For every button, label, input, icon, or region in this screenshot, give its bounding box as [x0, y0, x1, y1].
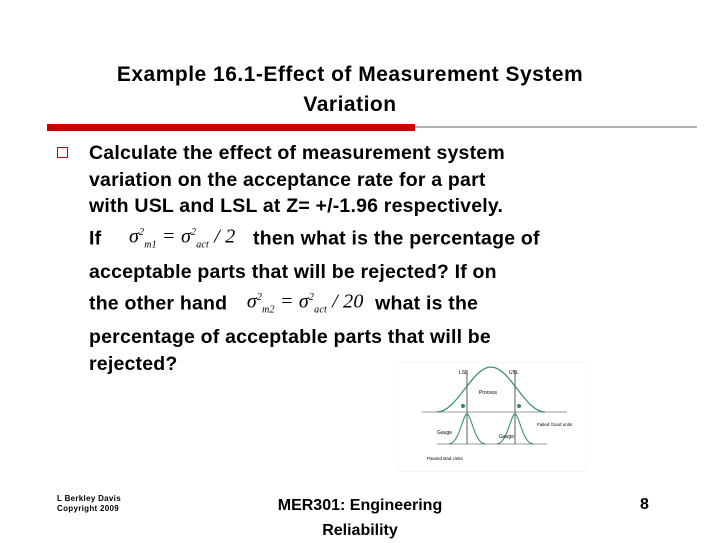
title-underline-gray: [415, 126, 697, 128]
footer-copyright: Copyright 2009: [57, 504, 119, 513]
footer-course: MER301: Engineering Reliability: [250, 493, 470, 543]
equation-2: σ2m2 = σ2act / 20: [246, 290, 364, 316]
body-line-3: with USL and LSL at Z= +/-1.96 respectiv…: [89, 195, 504, 217]
gauge-curve-right: [496, 413, 534, 445]
bullet-text: Calculate the effect of measurement syst…: [89, 140, 689, 377]
eq1-divisor: / 2: [214, 225, 236, 248]
eq2-lhs-sub: m2: [262, 304, 275, 316]
figure-lsl-label: LSL: [459, 370, 468, 376]
figure-gauge-right-label: Gauge: [499, 434, 514, 440]
footer-author: L Berkley Davis: [57, 494, 121, 503]
bullet-square-icon: [57, 147, 68, 158]
title-line-2: Variation: [303, 93, 397, 116]
body-line-5: acceptable parts that will be rejected? …: [89, 260, 497, 283]
title-underline-red: [47, 124, 415, 131]
figure-failed-good-label: Failed Good units: [537, 422, 573, 427]
body-line-6-end: what is the: [375, 292, 479, 315]
footer-author-block: L Berkley Davis Copyright 2009: [57, 494, 121, 514]
body-line-6-start: the other hand: [89, 292, 228, 315]
page-number: 8: [640, 496, 649, 513]
eq1-lhs-sub: m1: [144, 239, 157, 251]
title-line-1: Example 16.1-Effect of Measurement Syste…: [116, 63, 584, 86]
eq2-divisor: / 20: [332, 290, 364, 313]
process-curve: [436, 366, 546, 413]
eq2-rhs-sub: act: [314, 304, 327, 316]
footer-course-line-2: Reliability: [322, 522, 398, 539]
body-line-4: If σ2m1 = σ2act / 2 then what is the per…: [89, 220, 689, 259]
body-line-4-end: then what is the percentage of: [253, 227, 540, 250]
footer-course-line-1: MER301: Engineering: [277, 497, 443, 514]
gauge-curve-left: [448, 413, 486, 445]
body-line-2: variation on the acceptance rate for a p…: [89, 168, 486, 191]
figure-usl-label: USL: [509, 370, 519, 376]
body-line-8: rejected?: [89, 352, 178, 375]
figure-passed-bad-label: Passed Bad Units: [427, 456, 464, 461]
body-line-7: percentage of acceptable parts that will…: [89, 326, 491, 349]
body-line-4-start: If: [89, 227, 102, 250]
body-line-1: Calculate the effect of measurement syst…: [89, 142, 505, 164]
measurement-variation-figure: LSL USL Process Gauge Gauge Passed Bad U…: [396, 361, 588, 473]
figure-gauge-left-label: Gauge: [437, 430, 452, 436]
eq2-op: = σ: [279, 290, 309, 313]
eq1-op: = σ: [162, 225, 192, 248]
eq1-rhs-sub: act: [196, 239, 210, 251]
figure-process-label: Process: [479, 390, 498, 396]
slide-title: Example 16.1-Effect of Measurement Syste…: [30, 60, 670, 120]
equation-1: σ2m1 = σ2act / 2: [128, 225, 236, 251]
distribution-diagram: LSL USL Process Gauge Gauge Passed Bad U…: [396, 361, 588, 473]
body-line-6: the other hand σ2m2 = σ2act / 20 what is…: [89, 285, 689, 324]
